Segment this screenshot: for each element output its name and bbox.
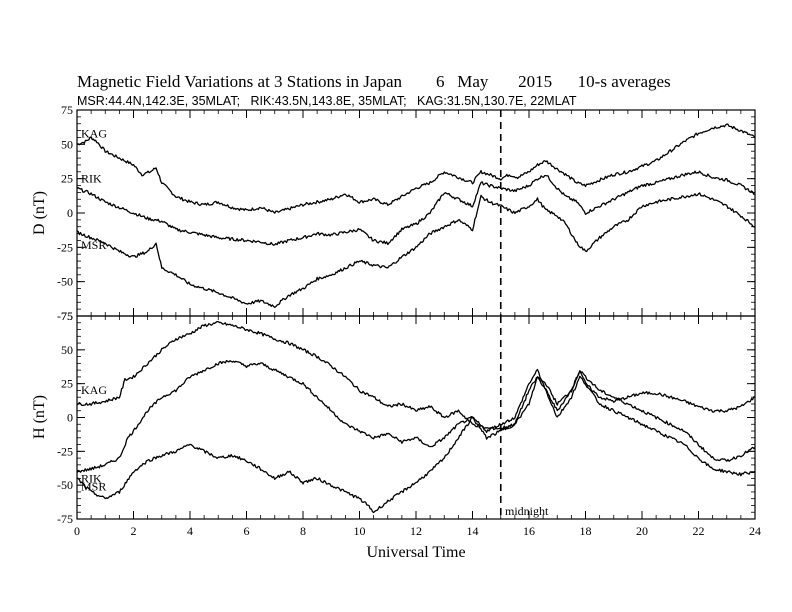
top-y-axis-label: D (nT) <box>31 191 48 235</box>
series-label-kag: KAG <box>81 383 107 397</box>
x-tick-label: 16 <box>523 524 535 538</box>
series-label-msr: MSR <box>81 238 106 252</box>
y-tick-label: 50 <box>61 137 73 151</box>
y-tick-label: 25 <box>61 377 73 391</box>
series-line-kag <box>76 320 756 431</box>
bottom-y-axis-label: H (nT) <box>31 395 48 439</box>
y-tick-label: 0 <box>67 206 73 220</box>
series-line-msr <box>76 375 756 514</box>
x-tick-label: 6 <box>244 524 250 538</box>
y-tick-label: 25 <box>61 172 73 186</box>
plot-frame <box>76 315 756 520</box>
plot-frame <box>76 109 756 317</box>
y-tick-label: -50 <box>57 478 73 492</box>
x-tick-label: 20 <box>636 524 648 538</box>
y-tick-label: 75 <box>61 309 73 323</box>
x-tick-label: 0 <box>74 524 80 538</box>
top-panel: -75 -50 -25 0 25 50 75 KAG RIK MSR <box>57 103 756 323</box>
x-tick-label: 4 <box>187 524 193 538</box>
y-tick-label: -25 <box>57 444 73 458</box>
y-tick-label: 0 <box>67 411 73 425</box>
midnight-annotation: midnight <box>505 504 549 518</box>
x-tick-label: 22 <box>693 524 705 538</box>
series-label-msr: MSR <box>81 479 106 493</box>
y-tick-label: -50 <box>57 275 73 289</box>
station-coordinates: MSR:44.4N,142.3E, 35MLAT; RIK:43.5N,143.… <box>77 94 577 108</box>
x-tick-label: 8 <box>300 524 306 538</box>
y-tick-label: 75 <box>61 103 73 117</box>
series-line-msr <box>76 192 756 309</box>
series-label-kag: KAG <box>81 126 107 140</box>
series-line-kag <box>76 123 756 214</box>
y-tick-label: -75 <box>57 512 73 526</box>
y-tick-label: 50 <box>61 343 73 357</box>
y-tick-label: -75 <box>57 309 73 323</box>
x-tick-label: 10 <box>354 524 366 538</box>
series-line-rik <box>76 359 756 474</box>
series-label-rik: RIK <box>81 472 102 486</box>
x-axis-label: Universal Time <box>366 544 465 561</box>
x-tick-label: 24 <box>749 524 761 538</box>
chart-title: Magnetic Field Variations at 3 Stations … <box>77 72 671 91</box>
series-label-rik: RIK <box>81 171 102 185</box>
series-line-rik <box>76 170 756 246</box>
x-tick-label: 14 <box>467 524 479 538</box>
x-tick-label: 18 <box>580 524 592 538</box>
x-tick-label: 12 <box>410 524 422 538</box>
y-tick-label: -25 <box>57 240 73 254</box>
x-tick-label: 2 <box>131 524 137 538</box>
